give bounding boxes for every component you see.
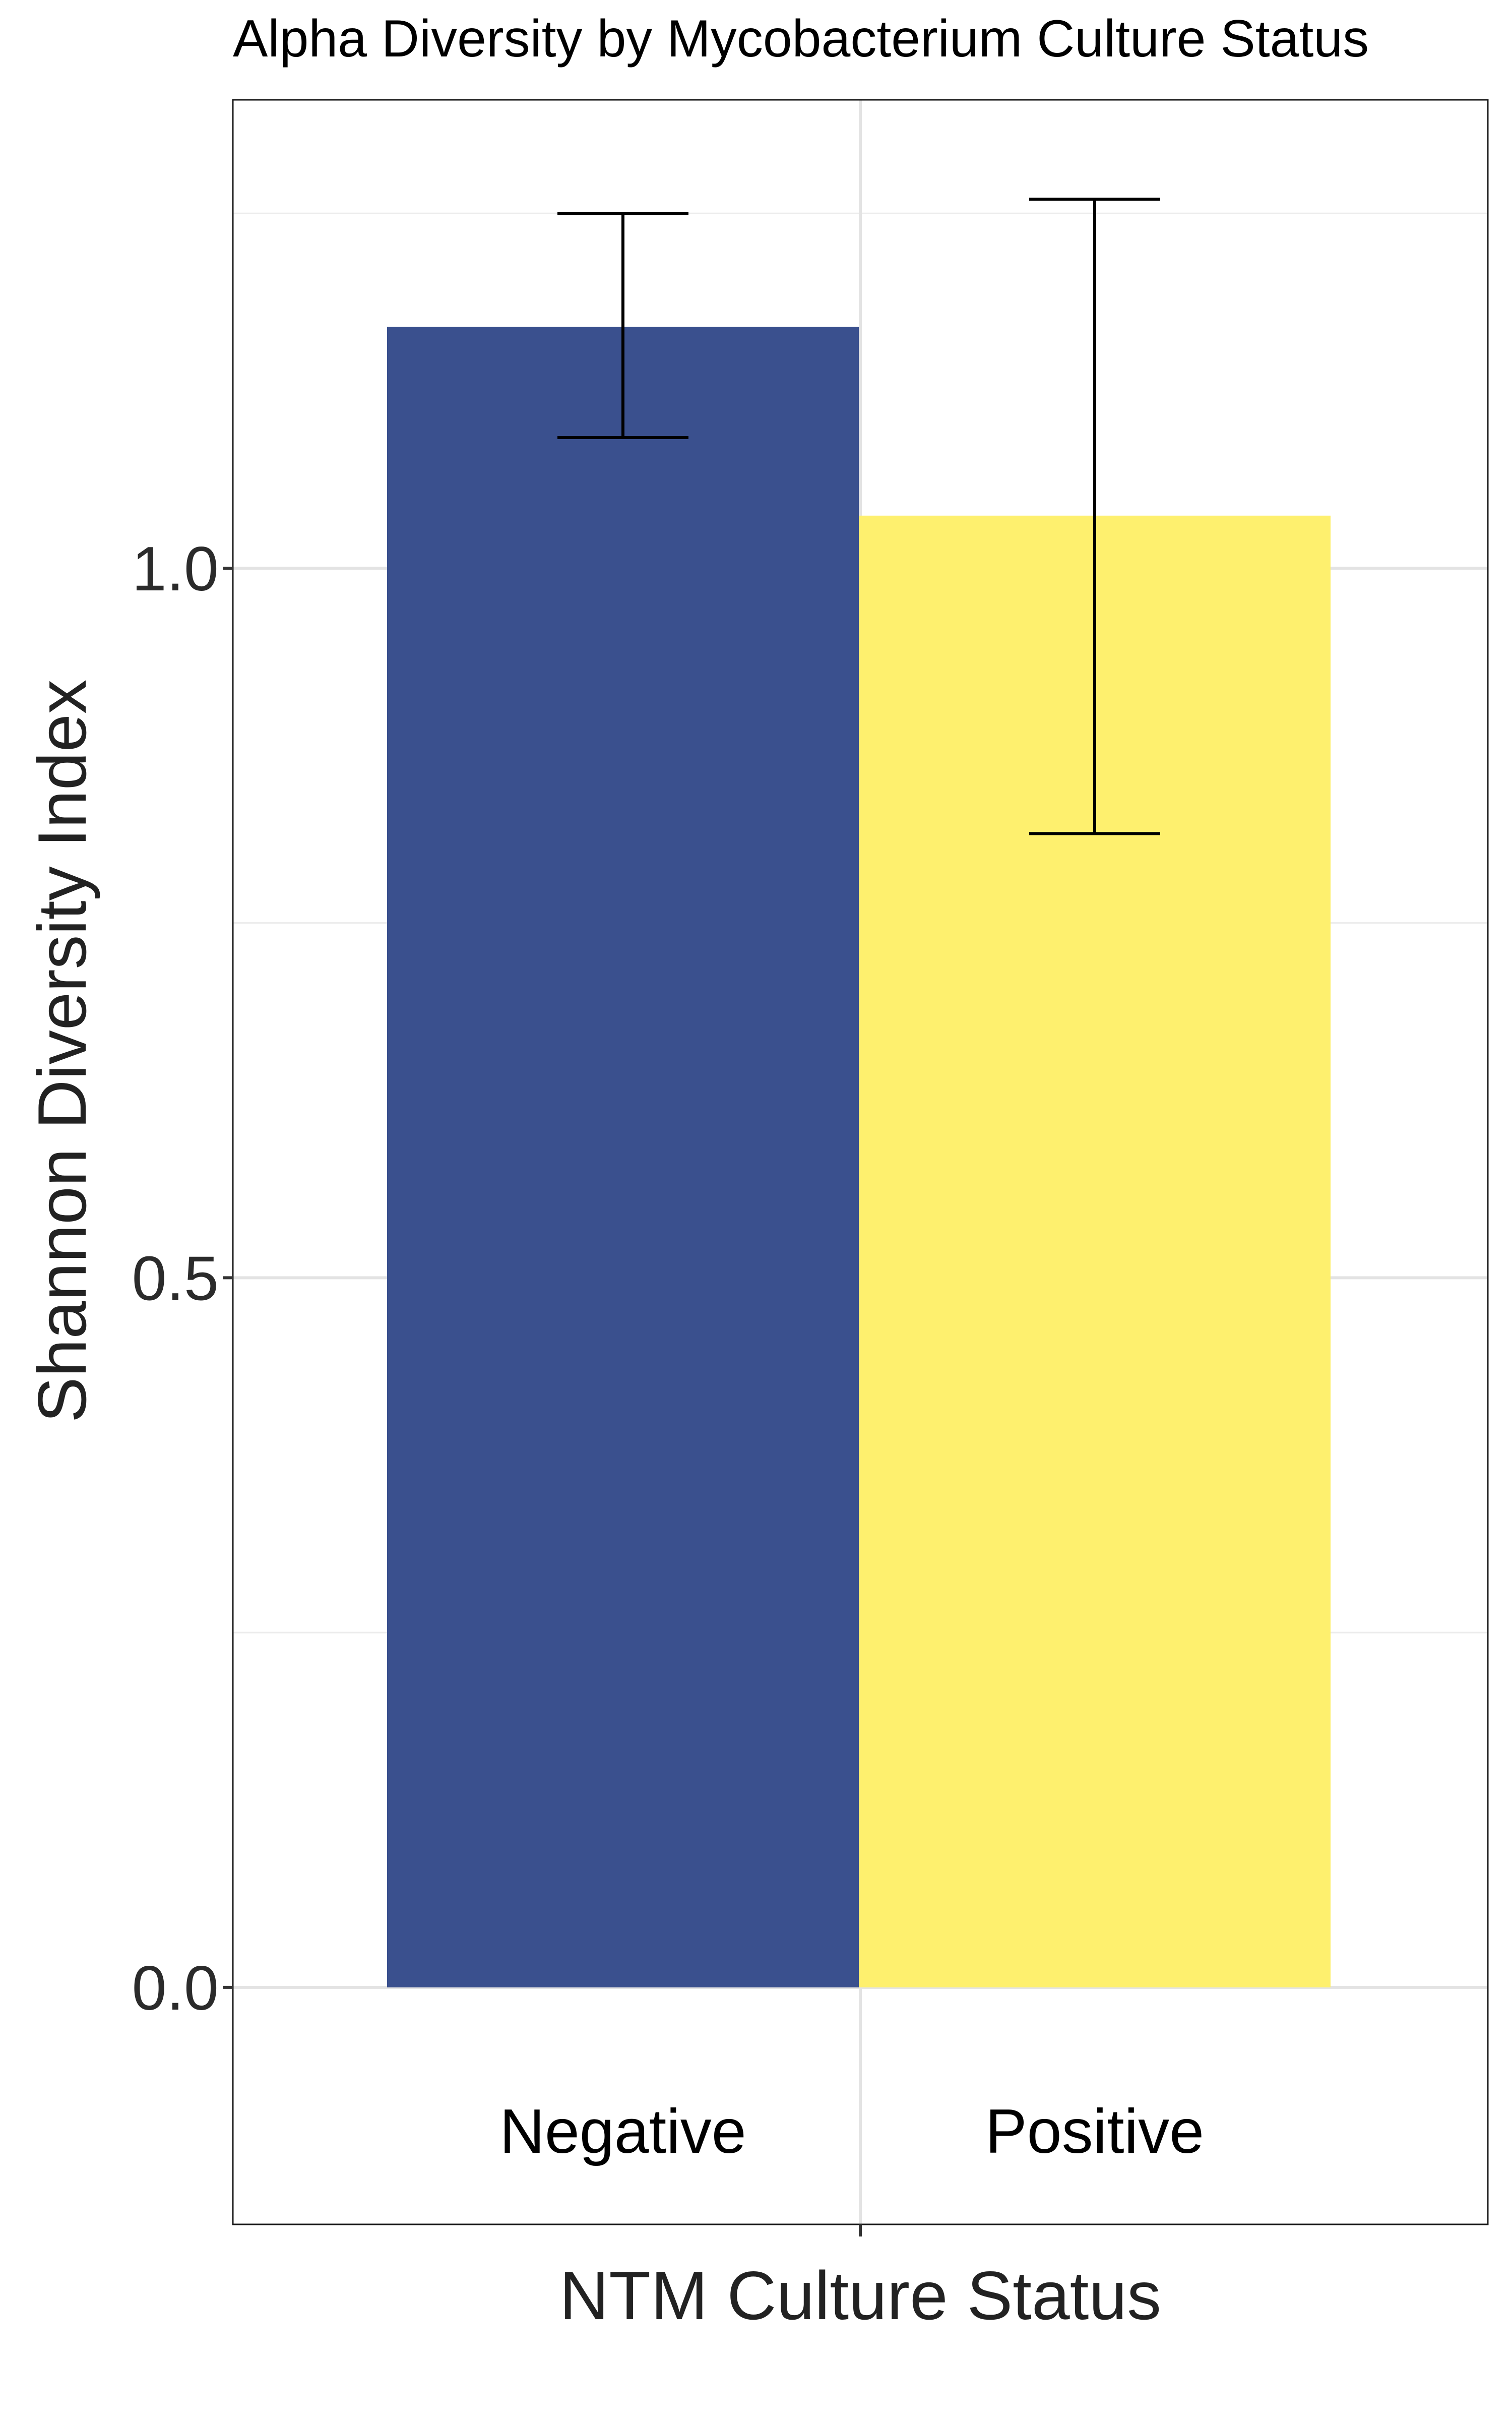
x-axis-title: NTM Culture Status — [559, 2257, 1161, 2334]
bar-negative — [387, 327, 859, 1987]
chart-title: Alpha Diversity by Mycobacterium Culture… — [233, 10, 1369, 68]
category-label-negative: Negative — [499, 2097, 746, 2166]
category-label-positive: Positive — [985, 2097, 1204, 2166]
error-bar-positive — [1029, 198, 1160, 835]
y-tick-label: 0.0 — [132, 1954, 219, 2023]
y-axis-title: Shannon Diversity Index — [24, 680, 100, 1423]
y-tick-label: 0.5 — [132, 1244, 219, 1313]
axis-ticks: 0.0 0.5 1.0 Negative Positive — [132, 534, 1204, 2236]
bars — [387, 327, 1331, 1987]
y-tick-label: 1.0 — [132, 534, 219, 604]
error-bars — [557, 198, 1160, 835]
error-bar-negative — [557, 212, 688, 439]
